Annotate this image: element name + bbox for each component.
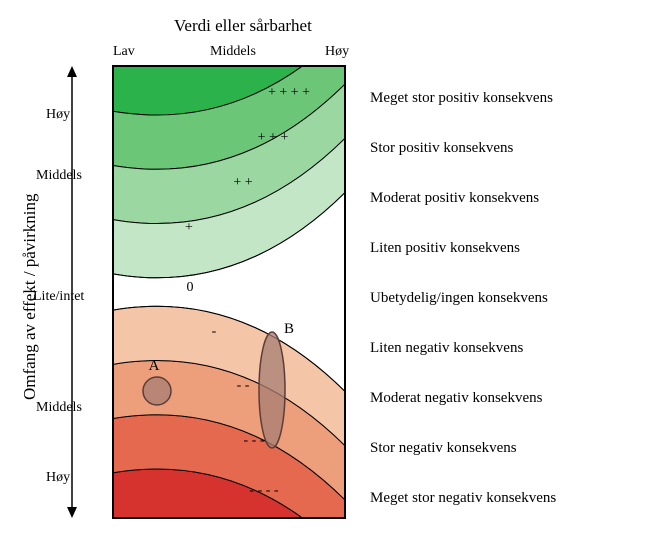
svg-text:- - - -: - - - - xyxy=(249,483,278,498)
svg-text:A: A xyxy=(149,358,160,374)
svg-text:- -: - - xyxy=(237,378,250,393)
svg-text:- - -: - - - xyxy=(244,433,265,448)
marker-b xyxy=(259,332,285,448)
svg-text:B: B xyxy=(284,321,294,337)
svg-text:+: + xyxy=(185,220,193,235)
consequence-diagram: + + + + + + + + + +0 - - - - - - - - - - A B xyxy=(0,0,653,542)
svg-text:-: - xyxy=(212,324,217,339)
svg-text:+ + +: + + + xyxy=(258,130,289,145)
marker-a xyxy=(143,377,171,405)
svg-text:+ +: + + xyxy=(233,175,252,190)
svg-text:+ + + +: + + + + xyxy=(268,85,310,100)
svg-text:0: 0 xyxy=(187,280,194,295)
